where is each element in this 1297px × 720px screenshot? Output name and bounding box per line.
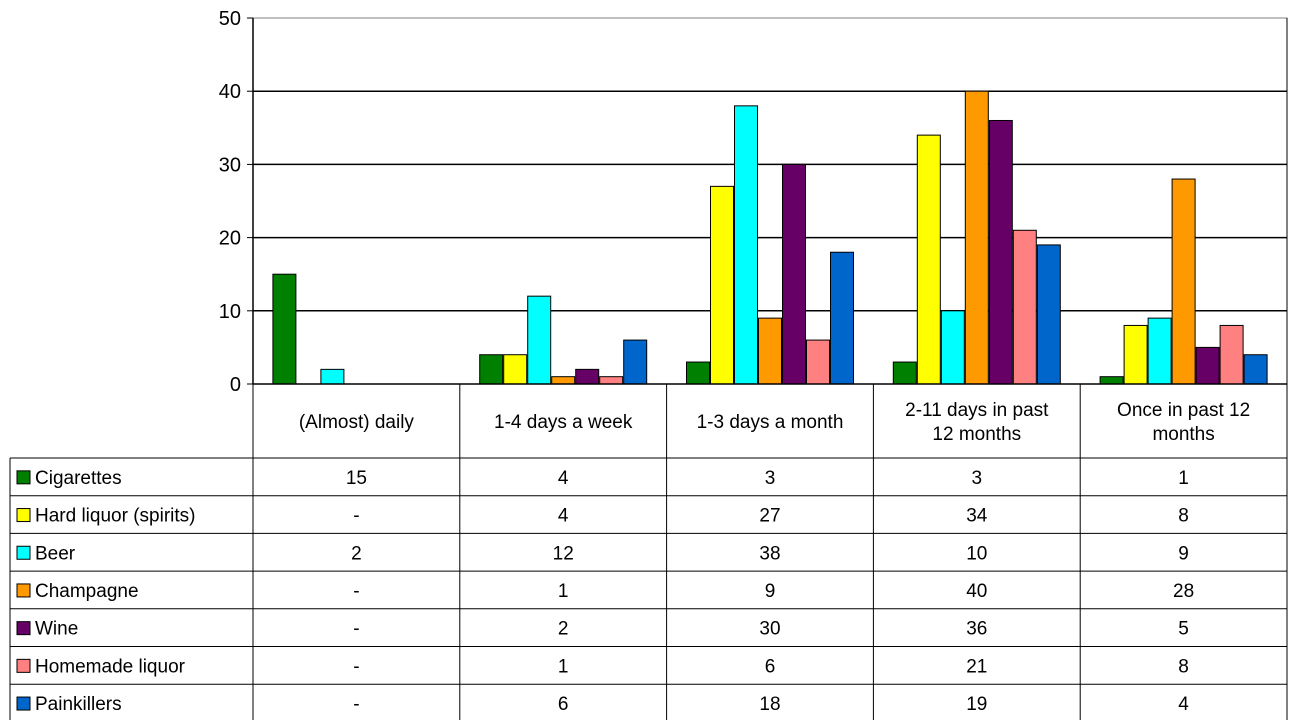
data-label: 28 xyxy=(1173,581,1194,602)
data-label: 19 xyxy=(966,694,987,715)
bar xyxy=(479,354,504,385)
data-label: 21 xyxy=(966,656,987,677)
legend-key xyxy=(16,621,31,636)
category-label: 1-3 days a month xyxy=(697,412,844,433)
legend-key xyxy=(16,658,31,673)
data-label: 1 xyxy=(558,581,569,602)
y-tick-label: 10 xyxy=(219,301,241,323)
legend-key xyxy=(16,545,31,560)
legend-label: Hard liquor (spirits) xyxy=(35,506,195,527)
bar xyxy=(1012,229,1037,385)
data-label: 36 xyxy=(966,619,987,640)
bar xyxy=(272,273,297,385)
legend-label: Homemade liquor xyxy=(35,656,186,677)
bar xyxy=(1219,324,1244,385)
legend-label: Painkillers xyxy=(35,694,122,715)
data-label: 1 xyxy=(558,656,569,677)
category-label: Once in past 12 xyxy=(1117,400,1250,421)
data-label: 6 xyxy=(765,656,776,677)
data-label: 2 xyxy=(558,619,569,640)
y-tick-label: 40 xyxy=(219,81,241,103)
data-label: 15 xyxy=(346,468,367,489)
bar xyxy=(1171,178,1196,385)
data-label: 4 xyxy=(1178,694,1189,715)
data-label: 34 xyxy=(966,506,988,527)
bar xyxy=(710,185,734,385)
data-label: - xyxy=(353,694,359,715)
bar xyxy=(599,376,624,385)
data-label: 2 xyxy=(351,543,362,564)
bar xyxy=(623,339,648,385)
data-label: 1 xyxy=(1178,468,1189,489)
category-label: months xyxy=(1152,424,1214,445)
bar xyxy=(830,251,854,385)
category-label: 2-11 days in past xyxy=(905,400,1049,421)
bar xyxy=(686,361,710,385)
bar xyxy=(503,354,528,385)
data-label: 5 xyxy=(1178,619,1189,640)
data-label: 8 xyxy=(1178,656,1189,677)
bar xyxy=(940,310,965,385)
data-label: - xyxy=(353,581,359,602)
y-tick-label: 30 xyxy=(219,154,241,176)
data-label: 4 xyxy=(558,468,569,489)
bar xyxy=(734,105,758,385)
bar xyxy=(1036,244,1061,385)
y-tick-label: 20 xyxy=(219,228,241,250)
data-label: - xyxy=(353,619,359,640)
legend-key xyxy=(16,470,31,485)
bar xyxy=(892,361,917,385)
category-label: 1-4 days a week xyxy=(494,412,633,433)
bar xyxy=(527,295,552,385)
category-label: (Almost) daily xyxy=(299,412,415,433)
bar xyxy=(551,376,576,385)
bar xyxy=(320,368,345,385)
data-label: - xyxy=(353,506,359,527)
bar xyxy=(916,134,941,385)
legend-key xyxy=(16,508,31,523)
data-label: 12 xyxy=(553,543,574,564)
bar xyxy=(806,339,830,385)
bar xyxy=(964,90,989,385)
bar xyxy=(1243,354,1268,385)
data-label: 3 xyxy=(765,468,776,489)
data-label: - xyxy=(353,656,359,677)
legend-key xyxy=(16,583,31,598)
data-label: 8 xyxy=(1178,506,1189,527)
legend-label: Cigarettes xyxy=(35,468,122,489)
bar xyxy=(988,119,1013,385)
data-label: 9 xyxy=(765,581,776,602)
data-label: 9 xyxy=(1178,543,1189,564)
data-label: 10 xyxy=(966,543,987,564)
y-tick-label: 50 xyxy=(219,8,241,30)
data-label: 30 xyxy=(759,619,780,640)
bar xyxy=(782,163,806,385)
bar xyxy=(1123,324,1148,385)
bar xyxy=(1147,317,1172,385)
data-label: 6 xyxy=(558,694,569,715)
bar xyxy=(575,368,600,385)
y-tick-label: 0 xyxy=(230,374,241,396)
bar xyxy=(1099,376,1124,385)
data-label: 4 xyxy=(558,506,569,527)
category-label: 12 months xyxy=(932,424,1021,445)
bar xyxy=(1195,346,1220,385)
bar xyxy=(758,317,782,385)
legend-key xyxy=(16,696,31,711)
data-label: 40 xyxy=(966,581,987,602)
legend-label: Wine xyxy=(35,619,78,640)
data-label: 18 xyxy=(759,694,780,715)
legend-label: Champagne xyxy=(35,581,139,602)
legend-label: Beer xyxy=(35,543,76,564)
data-label: 38 xyxy=(759,543,780,564)
data-label: 27 xyxy=(759,506,780,527)
data-label: 3 xyxy=(972,468,983,489)
